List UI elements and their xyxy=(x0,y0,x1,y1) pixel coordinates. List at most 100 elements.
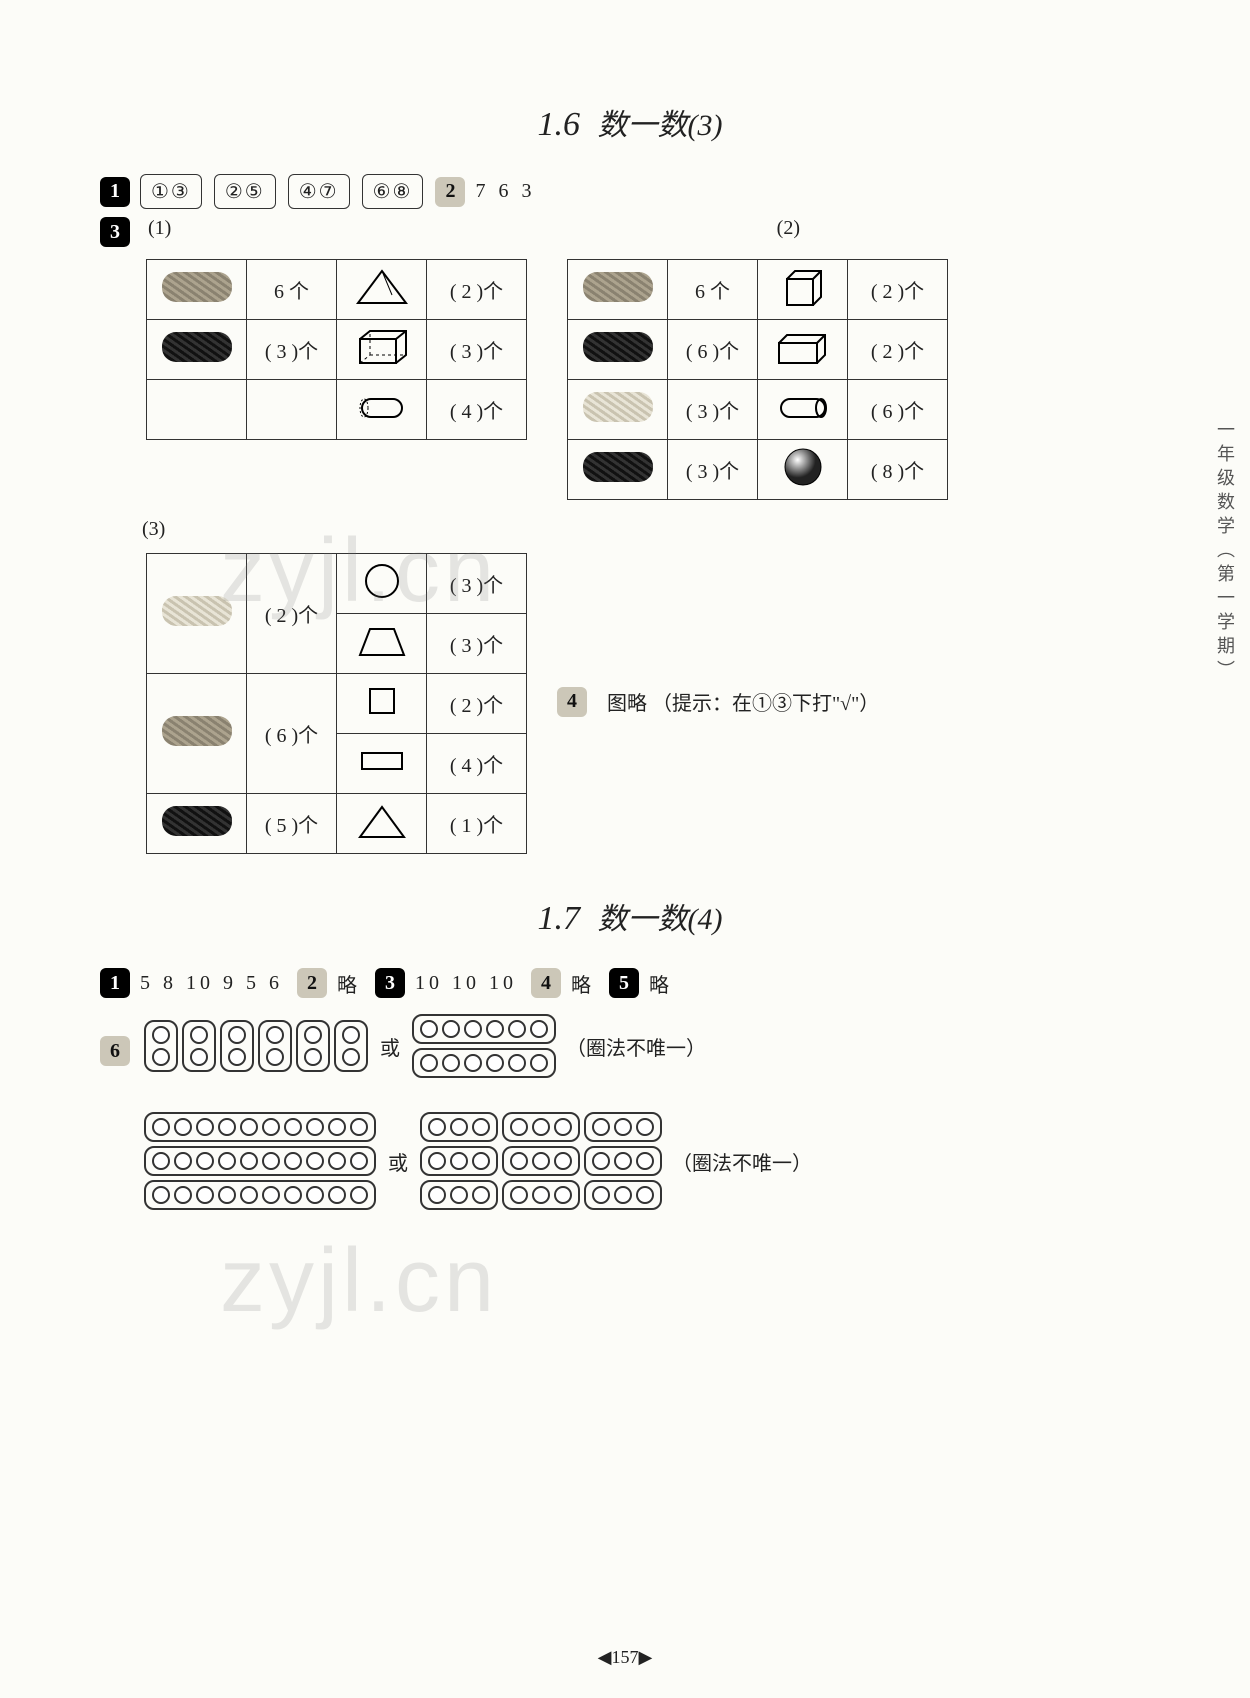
dot-icon xyxy=(240,1118,258,1136)
badge-1: 1 xyxy=(100,968,130,998)
cell-count: ( 1 )个 xyxy=(427,794,527,854)
cell-count: ( 3 )个 xyxy=(247,320,337,380)
dot-icon xyxy=(196,1118,214,1136)
badge-4: 4 xyxy=(531,968,561,998)
dot-icon xyxy=(614,1152,632,1170)
cell-count: ( 3 )个 xyxy=(668,440,758,500)
q2-text: 略 xyxy=(337,969,361,998)
or-text: 或 xyxy=(388,1147,408,1176)
circle-row xyxy=(144,1180,376,1210)
dot-icon xyxy=(486,1020,504,1038)
q1-box: ⑥⑧ xyxy=(362,174,424,209)
q1-values: 5 8 10 9 5 6 xyxy=(140,972,283,995)
dot-icon xyxy=(304,1026,322,1044)
trapezoid-icon xyxy=(352,619,412,663)
q6-content: 或 （圈法不唯一） 或 （圈法不唯一） xyxy=(144,1006,812,1218)
dot-icon xyxy=(450,1118,468,1136)
dot-icon xyxy=(592,1152,610,1170)
dot-icon xyxy=(592,1118,610,1136)
dot-icon xyxy=(420,1054,438,1072)
badge-2: 2 xyxy=(435,177,465,207)
dot-icon xyxy=(328,1118,346,1136)
dot-icon xyxy=(342,1048,360,1066)
dot-icon xyxy=(532,1186,550,1204)
dot-icon xyxy=(450,1152,468,1170)
q3-sub2-label: (2) xyxy=(777,217,800,240)
cell-count: ( 6 )个 xyxy=(668,320,758,380)
badge-1: 1 xyxy=(100,177,130,207)
square-icon xyxy=(352,679,412,723)
page-number: ◀157▶ xyxy=(0,1647,1250,1668)
q6-row: 6 或 （圈法不唯一） 或 （圈法不唯一） xyxy=(100,1006,1160,1218)
dot-icon xyxy=(266,1026,284,1044)
circle-icon xyxy=(352,559,412,603)
scribble-icon xyxy=(583,392,653,422)
dot-icon xyxy=(636,1118,654,1136)
side-label: 一年级数学（第一学期） xyxy=(1212,420,1238,684)
dot-icon xyxy=(472,1118,490,1136)
circle-row xyxy=(420,1146,498,1176)
dot-icon xyxy=(306,1186,324,1204)
scribble-icon xyxy=(583,452,653,482)
circle-row xyxy=(502,1180,580,1210)
dot-icon xyxy=(174,1152,192,1170)
circle-group-b xyxy=(412,1014,556,1078)
dot-icon xyxy=(442,1020,460,1038)
dot-icon xyxy=(554,1152,572,1170)
dot-icon xyxy=(636,1152,654,1170)
dot-icon xyxy=(510,1118,528,1136)
dot-icon xyxy=(510,1152,528,1170)
dot-icon xyxy=(342,1026,360,1044)
dot-icon xyxy=(450,1186,468,1204)
triangle-icon xyxy=(352,799,412,843)
circle-group-a xyxy=(144,1020,368,1072)
q5-text: 略 xyxy=(649,969,673,998)
section-name: 数一数(4) xyxy=(598,903,723,936)
dot-icon xyxy=(190,1048,208,1066)
dot-icon xyxy=(284,1152,302,1170)
circle-row xyxy=(144,1146,376,1176)
dot-icon xyxy=(428,1186,446,1204)
dot-icon xyxy=(636,1186,654,1204)
q1-box: ②⑤ xyxy=(214,174,276,209)
cuboid-icon xyxy=(773,325,833,369)
dot-icon xyxy=(152,1186,170,1204)
dot-icon xyxy=(554,1118,572,1136)
dot-icon xyxy=(472,1186,490,1204)
q6-line2: 或 （圈法不唯一） xyxy=(144,1112,812,1210)
q3-header: 3 (1) (2) xyxy=(100,217,1160,247)
circle-col xyxy=(220,1020,254,1072)
circle-col xyxy=(182,1020,216,1072)
q4-text: 略 xyxy=(571,969,595,998)
circle-row xyxy=(502,1112,580,1142)
cell-count: ( 3 )个 xyxy=(427,554,527,614)
circle-col xyxy=(296,1020,330,1072)
dot-icon xyxy=(228,1026,246,1044)
q1-box: ④⑦ xyxy=(288,174,350,209)
section-name: 数一数(3) xyxy=(598,109,723,142)
circle-col xyxy=(334,1020,368,1072)
dot-icon xyxy=(218,1152,236,1170)
badge-4: 4 xyxy=(557,687,587,717)
dot-icon xyxy=(614,1118,632,1136)
dot-icon xyxy=(306,1118,324,1136)
dot-icon xyxy=(510,1186,528,1204)
badge-3: 3 xyxy=(100,217,130,247)
section-1.7-title: 1.7 数一数(4) xyxy=(100,894,1160,938)
dot-icon xyxy=(532,1152,550,1170)
dot-icon xyxy=(152,1118,170,1136)
circle-row xyxy=(412,1048,556,1078)
circle-row xyxy=(420,1112,498,1142)
triangle-3d-icon xyxy=(352,265,412,309)
dot-icon xyxy=(464,1054,482,1072)
dot-icon xyxy=(350,1118,368,1136)
section-1.6-title: 1.6 数一数(3) xyxy=(100,100,1160,144)
scribble-icon xyxy=(162,596,232,626)
badge-3: 3 xyxy=(375,968,405,998)
dot-icon xyxy=(174,1118,192,1136)
cell-count: ( 4 )个 xyxy=(427,734,527,794)
dot-icon xyxy=(152,1026,170,1044)
q3-sub3-label: (3) xyxy=(142,518,165,541)
dot-icon xyxy=(530,1020,548,1038)
badge-5: 5 xyxy=(609,968,639,998)
